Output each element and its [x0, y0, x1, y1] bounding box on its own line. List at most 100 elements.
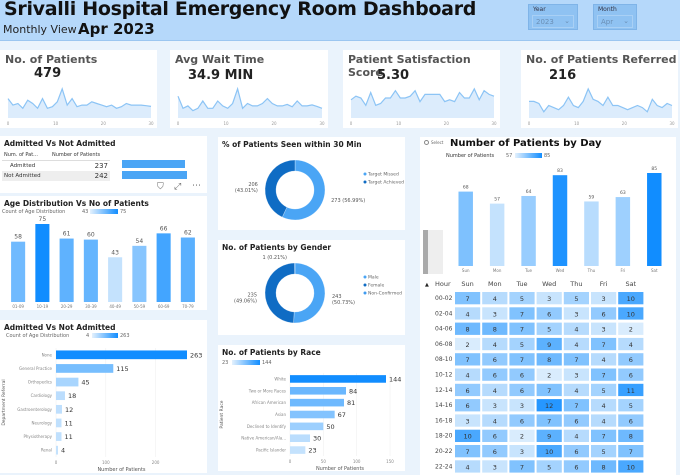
cell-value: 6: [547, 310, 551, 318]
heatmap-cell: [482, 353, 508, 366]
column-header: Mon: [488, 280, 502, 288]
cell-value: 7: [602, 433, 606, 441]
cell-value: 3: [520, 402, 524, 410]
axis-tick: 20: [271, 121, 277, 126]
focus-mode-icon[interactable]: ⤢: [174, 182, 182, 192]
row-label: Admitted: [10, 163, 36, 169]
data-label: 30: [313, 435, 321, 443]
heatmap-cell: [482, 399, 508, 412]
sparkline-area: [8, 88, 151, 118]
axis-tick: Fri: [620, 268, 625, 273]
select-radio[interactable]: [424, 140, 429, 145]
data-label: 12: [65, 406, 73, 414]
cell-value: 4: [574, 433, 578, 441]
y-axis-title: Department Referral: [1, 379, 7, 425]
data-label: (50.73%): [332, 300, 355, 306]
legend-max: 85: [544, 153, 551, 159]
year-dropdown[interactable]: 2023 ⌄: [532, 15, 574, 28]
axis-tick: 10: [223, 121, 229, 126]
cell-value: 6: [520, 387, 524, 395]
sparkline-chart: 0 10 20 30: [528, 87, 675, 126]
kpi-value: 34.9 MIN: [188, 68, 254, 83]
legend-max: 75: [120, 209, 127, 215]
year-slicer[interactable]: Year 2023 ⌄: [528, 4, 578, 30]
bar: [83, 239, 98, 302]
heatmap-cell: [509, 414, 535, 427]
heatmap-cell: [563, 445, 589, 458]
legend-min: 23: [222, 360, 229, 366]
month-dropdown[interactable]: Apr ⌄: [597, 15, 633, 28]
cell-value: 4: [574, 341, 578, 349]
cell-value: 2: [629, 326, 633, 334]
legend-gradient: [232, 360, 260, 365]
cell-value: 4: [466, 310, 470, 318]
filter-icon[interactable]: ⛉: [157, 182, 164, 192]
data-label: 144: [389, 375, 401, 383]
heatmap-cell: [618, 383, 644, 397]
heatmap-cell: [536, 399, 562, 412]
axis-tick: 20: [444, 121, 450, 126]
legend-label: Male: [368, 275, 379, 281]
bar: [56, 377, 79, 387]
cell-value: 5: [602, 448, 606, 456]
cell-value: 6: [629, 417, 633, 425]
heatmap-cell: [563, 292, 589, 305]
axis-tick: 20-29: [61, 304, 73, 309]
department-referral-card: Admitted Vs Not Admitted Count of Age Di…: [0, 320, 207, 473]
data-label: 243: [332, 294, 342, 300]
cell-value: 3: [493, 402, 497, 410]
cell-value: 7: [547, 387, 551, 395]
data-label: 63: [620, 190, 626, 196]
month-slicer[interactable]: Month Apr ⌄: [593, 4, 637, 30]
data-label: 45: [81, 379, 89, 387]
heatmap-cell: [563, 383, 589, 397]
category-label: Physiotherapy: [23, 434, 52, 439]
heatmap-cell: [482, 322, 508, 335]
heatmap-cell: [563, 322, 589, 335]
axis-tick: 0: [528, 121, 531, 126]
column-header: Tue: [515, 280, 527, 288]
heatmap-cell: [509, 383, 535, 397]
cell-value: 9: [547, 341, 551, 349]
axis-tick: 10-19: [37, 304, 49, 309]
cell-value: 2: [466, 341, 470, 349]
cell-value: 3: [493, 310, 497, 318]
sort-ascending-icon[interactable]: ▲: [425, 282, 429, 288]
data-label: 85: [651, 166, 657, 172]
heatmap-cell: [455, 322, 481, 335]
donut-slice: [282, 159, 326, 221]
bar: [11, 241, 26, 302]
row-header: 14-16: [435, 402, 453, 409]
cell-value: 6: [466, 387, 470, 395]
table-row[interactable]: Not Admitted 242: [2, 171, 110, 181]
category-label: None: [42, 352, 53, 357]
legend-max: 144: [262, 360, 272, 366]
legend-label: Count of Age Distribution: [2, 209, 66, 215]
column-header: Sat: [625, 280, 636, 288]
heatmap-cell: [509, 368, 535, 381]
heatmap-cell: [536, 322, 562, 335]
heatmap-cell: [482, 383, 508, 397]
heatmap-cell: [455, 337, 481, 351]
heatmap-cell: [536, 445, 562, 458]
cell-value: 7: [520, 356, 524, 364]
bar: [615, 197, 631, 266]
legend-min: 4: [86, 333, 90, 339]
data-label: 18: [68, 392, 76, 400]
heatmap-cell: [509, 353, 535, 366]
heatmap-cell: [536, 460, 562, 473]
cell-value: 3: [602, 295, 606, 303]
cell-value: 6: [629, 356, 633, 364]
cell-value: 6: [602, 310, 606, 318]
heatmap-cell: [536, 292, 562, 305]
cell-value: 3: [493, 463, 497, 471]
y-axis-title: Patient Race: [219, 400, 225, 428]
heatmap-cell: [509, 429, 535, 442]
scrollbar-thumb[interactable]: [423, 230, 428, 274]
axis-tick: 10: [53, 121, 59, 126]
more-options-icon[interactable]: ⋯: [192, 181, 201, 191]
donut-slice: [264, 262, 295, 324]
axis-tick: 0: [350, 121, 353, 126]
table-row[interactable]: Admitted 237: [2, 160, 110, 170]
heatmap-cell: [618, 368, 644, 381]
